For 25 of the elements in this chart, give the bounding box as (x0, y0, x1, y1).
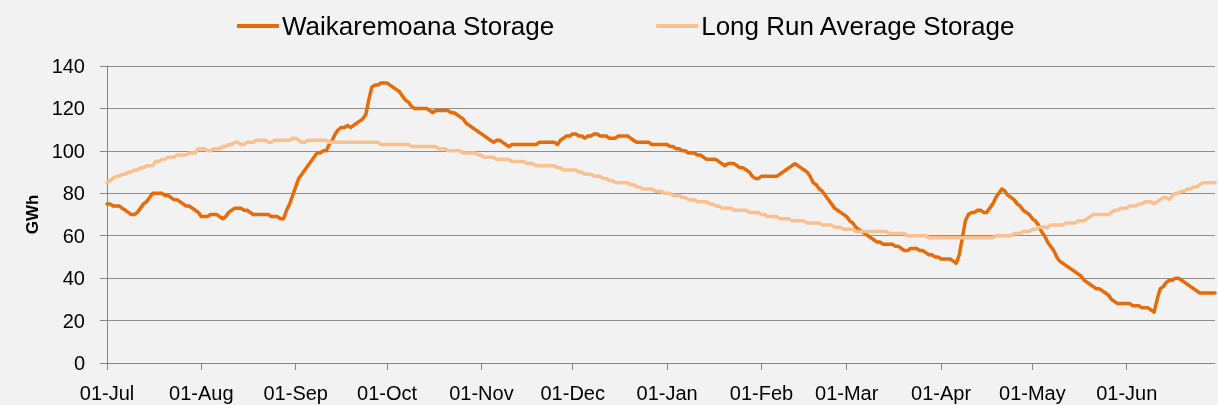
x-tick-label: 01-May (999, 382, 1066, 404)
y-tick-label: 100 (51, 139, 85, 162)
x-tick-label: 01-Dec (540, 382, 605, 404)
y-tick-label: 40 (62, 267, 85, 290)
y-tick-label: 140 (51, 55, 85, 77)
y-tick-label: 60 (62, 224, 85, 247)
y-tick-label: 80 (62, 182, 85, 205)
line-series (105, 81, 1217, 314)
legend-label: Waikaremoana Storage (282, 11, 555, 41)
legend-label: Long Run Average Storage (701, 11, 1015, 41)
y-tick-label: 0 (73, 352, 85, 374)
x-tick-label: 01-Jul (79, 382, 135, 404)
x-tick-label: 01-Sep (263, 382, 328, 404)
y-axis-title: GWh (22, 194, 42, 235)
x-tick-label: 01-Jan (636, 382, 698, 404)
x-tick-label: 01-Apr (911, 382, 972, 404)
x-tick-label: 01-Nov (449, 382, 514, 404)
y-tick-label: 20 (62, 309, 85, 332)
x-tick-label: 01-Aug (169, 382, 234, 404)
x-tick-label: 01-Feb (729, 382, 794, 404)
x-tick-label: 01-Oct (357, 382, 418, 404)
x-tick-label: 01-Mar (815, 382, 879, 404)
x-tick-label: 01-Jun (1096, 382, 1158, 404)
line-series (105, 136, 1217, 240)
y-tick-label: 120 (51, 97, 85, 120)
